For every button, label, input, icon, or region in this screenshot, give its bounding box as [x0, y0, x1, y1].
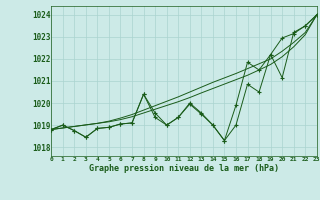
- X-axis label: Graphe pression niveau de la mer (hPa): Graphe pression niveau de la mer (hPa): [89, 164, 279, 173]
